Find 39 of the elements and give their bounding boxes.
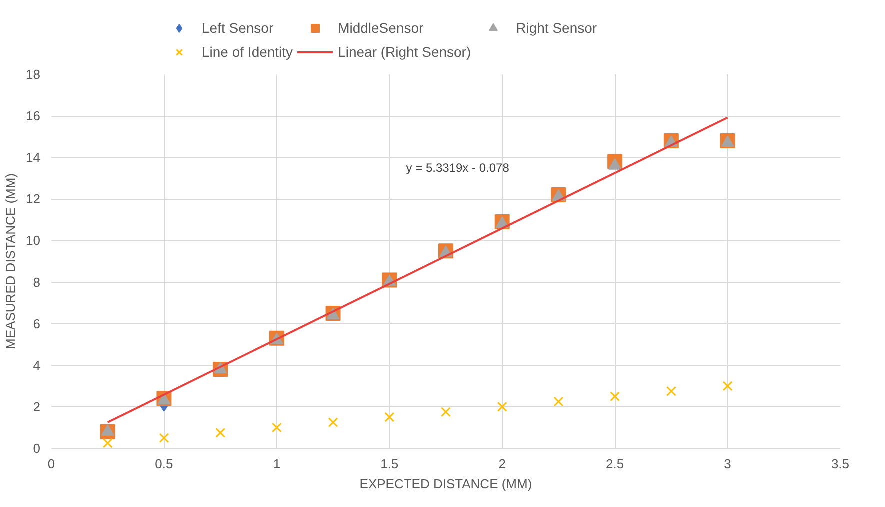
y-tick-label: 14	[26, 150, 41, 166]
point	[610, 392, 620, 402]
point	[666, 386, 676, 396]
point	[441, 407, 451, 418]
point	[159, 433, 170, 444]
y-tick-label: 6	[33, 316, 41, 332]
y-tick-label: 8	[33, 274, 41, 290]
y-tick-label: 10	[26, 233, 41, 248]
point	[328, 418, 338, 428]
x-tick-label: 3.5	[831, 456, 850, 472]
y-tick-label: 2	[33, 399, 41, 414]
x-tick-label: 3	[724, 456, 732, 472]
legend-label: Line of Identity	[202, 44, 294, 60]
x-tick-label: 1.5	[380, 456, 399, 472]
x-tick-label: 2	[498, 456, 506, 472]
y-tick-label: 16	[26, 108, 41, 124]
x-tick-label: 2.5	[606, 456, 624, 472]
x-axis-title: EXPECTED DISTANCE (MM)	[360, 476, 532, 492]
x-tick-label: 0.5	[155, 456, 174, 472]
legend-label: Left Sensor	[202, 20, 274, 36]
point	[497, 402, 508, 412]
y-tick-label: 18	[26, 67, 41, 82]
legend-label: Right Sensor	[516, 20, 598, 36]
legend-label: Linear (Right Sensor)	[338, 44, 472, 60]
y-axis-title: MEASURED DISTANCE (MM)	[3, 174, 18, 350]
y-tick-label: 12	[26, 192, 41, 207]
point	[216, 428, 226, 438]
point	[384, 412, 395, 422]
point	[554, 396, 564, 407]
point	[272, 422, 282, 433]
x-tick-label: 1	[273, 456, 281, 472]
legend-label: MiddleSensor	[338, 20, 424, 36]
y-tick-label: 0	[33, 441, 41, 456]
point	[722, 381, 733, 392]
x-tick-label: 0	[48, 456, 56, 472]
point	[608, 158, 622, 170]
annotation: y = 5.3319x - 0.078	[406, 161, 510, 175]
y-tick-label: 4	[33, 358, 41, 373]
point	[102, 438, 113, 448]
